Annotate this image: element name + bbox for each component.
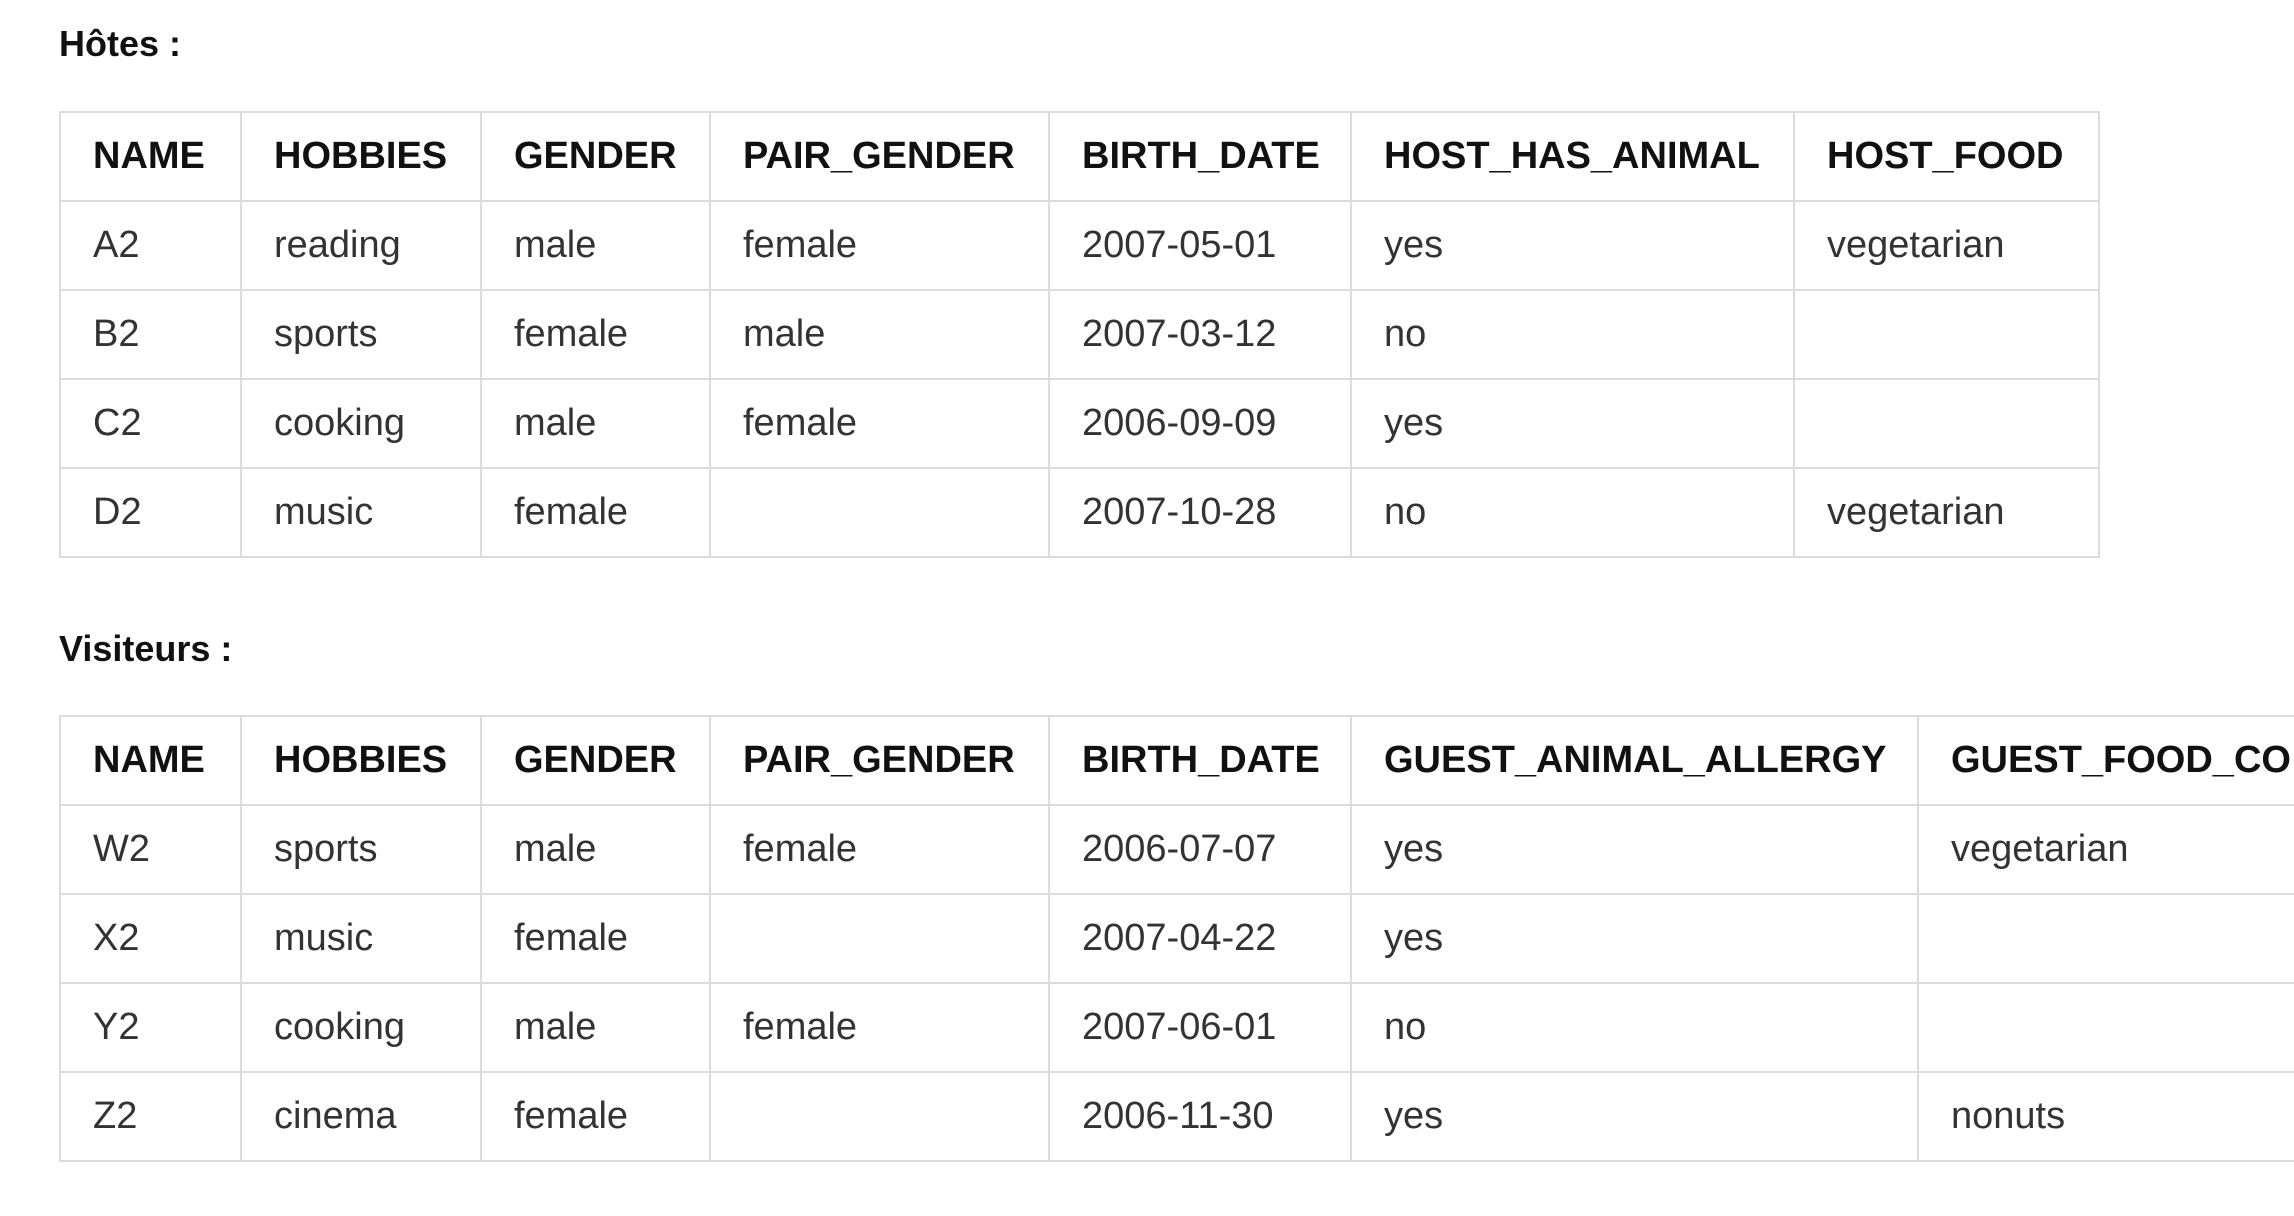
visitors-table: NAME HOBBIES GENDER PAIR_GENDER BIRTH_DA…	[59, 715, 2294, 1162]
table-row: X2 music female 2007-04-22 yes	[59, 893, 2294, 984]
cell-birth-date: 2007-10-28	[1048, 467, 1352, 558]
hosts-heading: Hôtes :	[59, 23, 182, 64]
cell-guest-food	[1917, 893, 2294, 984]
cell-hobbies: cooking	[240, 378, 482, 469]
cell-birth-date: 2007-03-12	[1048, 289, 1352, 380]
table-row: Y2 cooking male female 2007-06-01 no	[59, 982, 2294, 1073]
cell-name: D2	[59, 467, 242, 558]
cell-host-has-animal: no	[1350, 467, 1795, 558]
cell-hobbies: cooking	[240, 982, 482, 1073]
column-header-hobbies: HOBBIES	[240, 111, 482, 202]
column-header-guest-food: GUEST_FOOD_CO	[1917, 715, 2294, 806]
cell-name: W2	[59, 804, 242, 895]
cell-gender: male	[480, 200, 711, 291]
cell-host-has-animal: no	[1350, 289, 1795, 380]
column-header-name: NAME	[59, 715, 242, 806]
hosts-table-container: NAME HOBBIES GENDER PAIR_GENDER BIRTH_DA…	[59, 111, 2100, 558]
cell-name: X2	[59, 893, 242, 984]
cell-host-has-animal: yes	[1350, 378, 1795, 469]
cell-birth-date: 2007-05-01	[1048, 200, 1352, 291]
visitors-heading: Visiteurs :	[59, 628, 233, 669]
cell-hobbies: reading	[240, 200, 482, 291]
cell-guest-animal-allergy: no	[1350, 982, 1919, 1073]
cell-name: B2	[59, 289, 242, 380]
cell-birth-date: 2007-06-01	[1048, 982, 1352, 1073]
cell-birth-date: 2006-09-09	[1048, 378, 1352, 469]
cell-gender: male	[480, 804, 711, 895]
cell-gender: male	[480, 982, 711, 1073]
cell-guest-food: nonuts	[1917, 1071, 2294, 1162]
cell-guest-food	[1917, 982, 2294, 1073]
table-header-row: NAME HOBBIES GENDER PAIR_GENDER BIRTH_DA…	[59, 715, 2294, 806]
table-row: W2 sports male female 2006-07-07 yes veg…	[59, 804, 2294, 895]
cell-pair-gender: male	[709, 289, 1050, 380]
column-header-pair-gender: PAIR_GENDER	[709, 715, 1050, 806]
cell-pair-gender: female	[709, 804, 1050, 895]
cell-host-food: vegetarian	[1793, 200, 2100, 291]
column-header-birth-date: BIRTH_DATE	[1048, 111, 1352, 202]
visitors-table-container: NAME HOBBIES GENDER PAIR_GENDER BIRTH_DA…	[59, 715, 2294, 1162]
table-row: A2 reading male female 2007-05-01 yes ve…	[59, 200, 2100, 291]
cell-host-has-animal: yes	[1350, 200, 1795, 291]
cell-host-food	[1793, 378, 2100, 469]
column-header-birth-date: BIRTH_DATE	[1048, 715, 1352, 806]
cell-hobbies: cinema	[240, 1071, 482, 1162]
column-header-guest-animal-allergy: GUEST_ANIMAL_ALLERGY	[1350, 715, 1919, 806]
cell-gender: female	[480, 467, 711, 558]
cell-gender: female	[480, 1071, 711, 1162]
column-header-host-food: HOST_FOOD	[1793, 111, 2100, 202]
cell-name: C2	[59, 378, 242, 469]
cell-guest-animal-allergy: yes	[1350, 893, 1919, 984]
column-header-gender: GENDER	[480, 715, 711, 806]
cell-birth-date: 2006-07-07	[1048, 804, 1352, 895]
cell-hobbies: sports	[240, 289, 482, 380]
cell-hobbies: music	[240, 467, 482, 558]
cell-hobbies: music	[240, 893, 482, 984]
table-row: C2 cooking male female 2006-09-09 yes	[59, 378, 2100, 469]
table-row: B2 sports female male 2007-03-12 no	[59, 289, 2100, 380]
cell-pair-gender	[709, 893, 1050, 984]
cell-guest-animal-allergy: yes	[1350, 804, 1919, 895]
table-row: D2 music female 2007-10-28 no vegetarian	[59, 467, 2100, 558]
table-header-row: NAME HOBBIES GENDER PAIR_GENDER BIRTH_DA…	[59, 111, 2100, 202]
cell-guest-food: vegetarian	[1917, 804, 2294, 895]
cell-guest-animal-allergy: yes	[1350, 1071, 1919, 1162]
cell-host-food: vegetarian	[1793, 467, 2100, 558]
column-header-hobbies: HOBBIES	[240, 715, 482, 806]
cell-birth-date: 2006-11-30	[1048, 1071, 1352, 1162]
cell-pair-gender	[709, 1071, 1050, 1162]
cell-name: Y2	[59, 982, 242, 1073]
column-header-host-has-animal: HOST_HAS_ANIMAL	[1350, 111, 1795, 202]
column-header-gender: GENDER	[480, 111, 711, 202]
cell-name: A2	[59, 200, 242, 291]
cell-hobbies: sports	[240, 804, 482, 895]
cell-pair-gender: female	[709, 200, 1050, 291]
cell-name: Z2	[59, 1071, 242, 1162]
column-header-name: NAME	[59, 111, 242, 202]
hosts-table: NAME HOBBIES GENDER PAIR_GENDER BIRTH_DA…	[59, 111, 2100, 558]
cell-gender: female	[480, 289, 711, 380]
cell-birth-date: 2007-04-22	[1048, 893, 1352, 984]
cell-host-food	[1793, 289, 2100, 380]
cell-pair-gender: female	[709, 982, 1050, 1073]
cell-gender: female	[480, 893, 711, 984]
cell-pair-gender	[709, 467, 1050, 558]
cell-gender: male	[480, 378, 711, 469]
column-header-pair-gender: PAIR_GENDER	[709, 111, 1050, 202]
table-row: Z2 cinema female 2006-11-30 yes nonuts	[59, 1071, 2294, 1162]
cell-pair-gender: female	[709, 378, 1050, 469]
